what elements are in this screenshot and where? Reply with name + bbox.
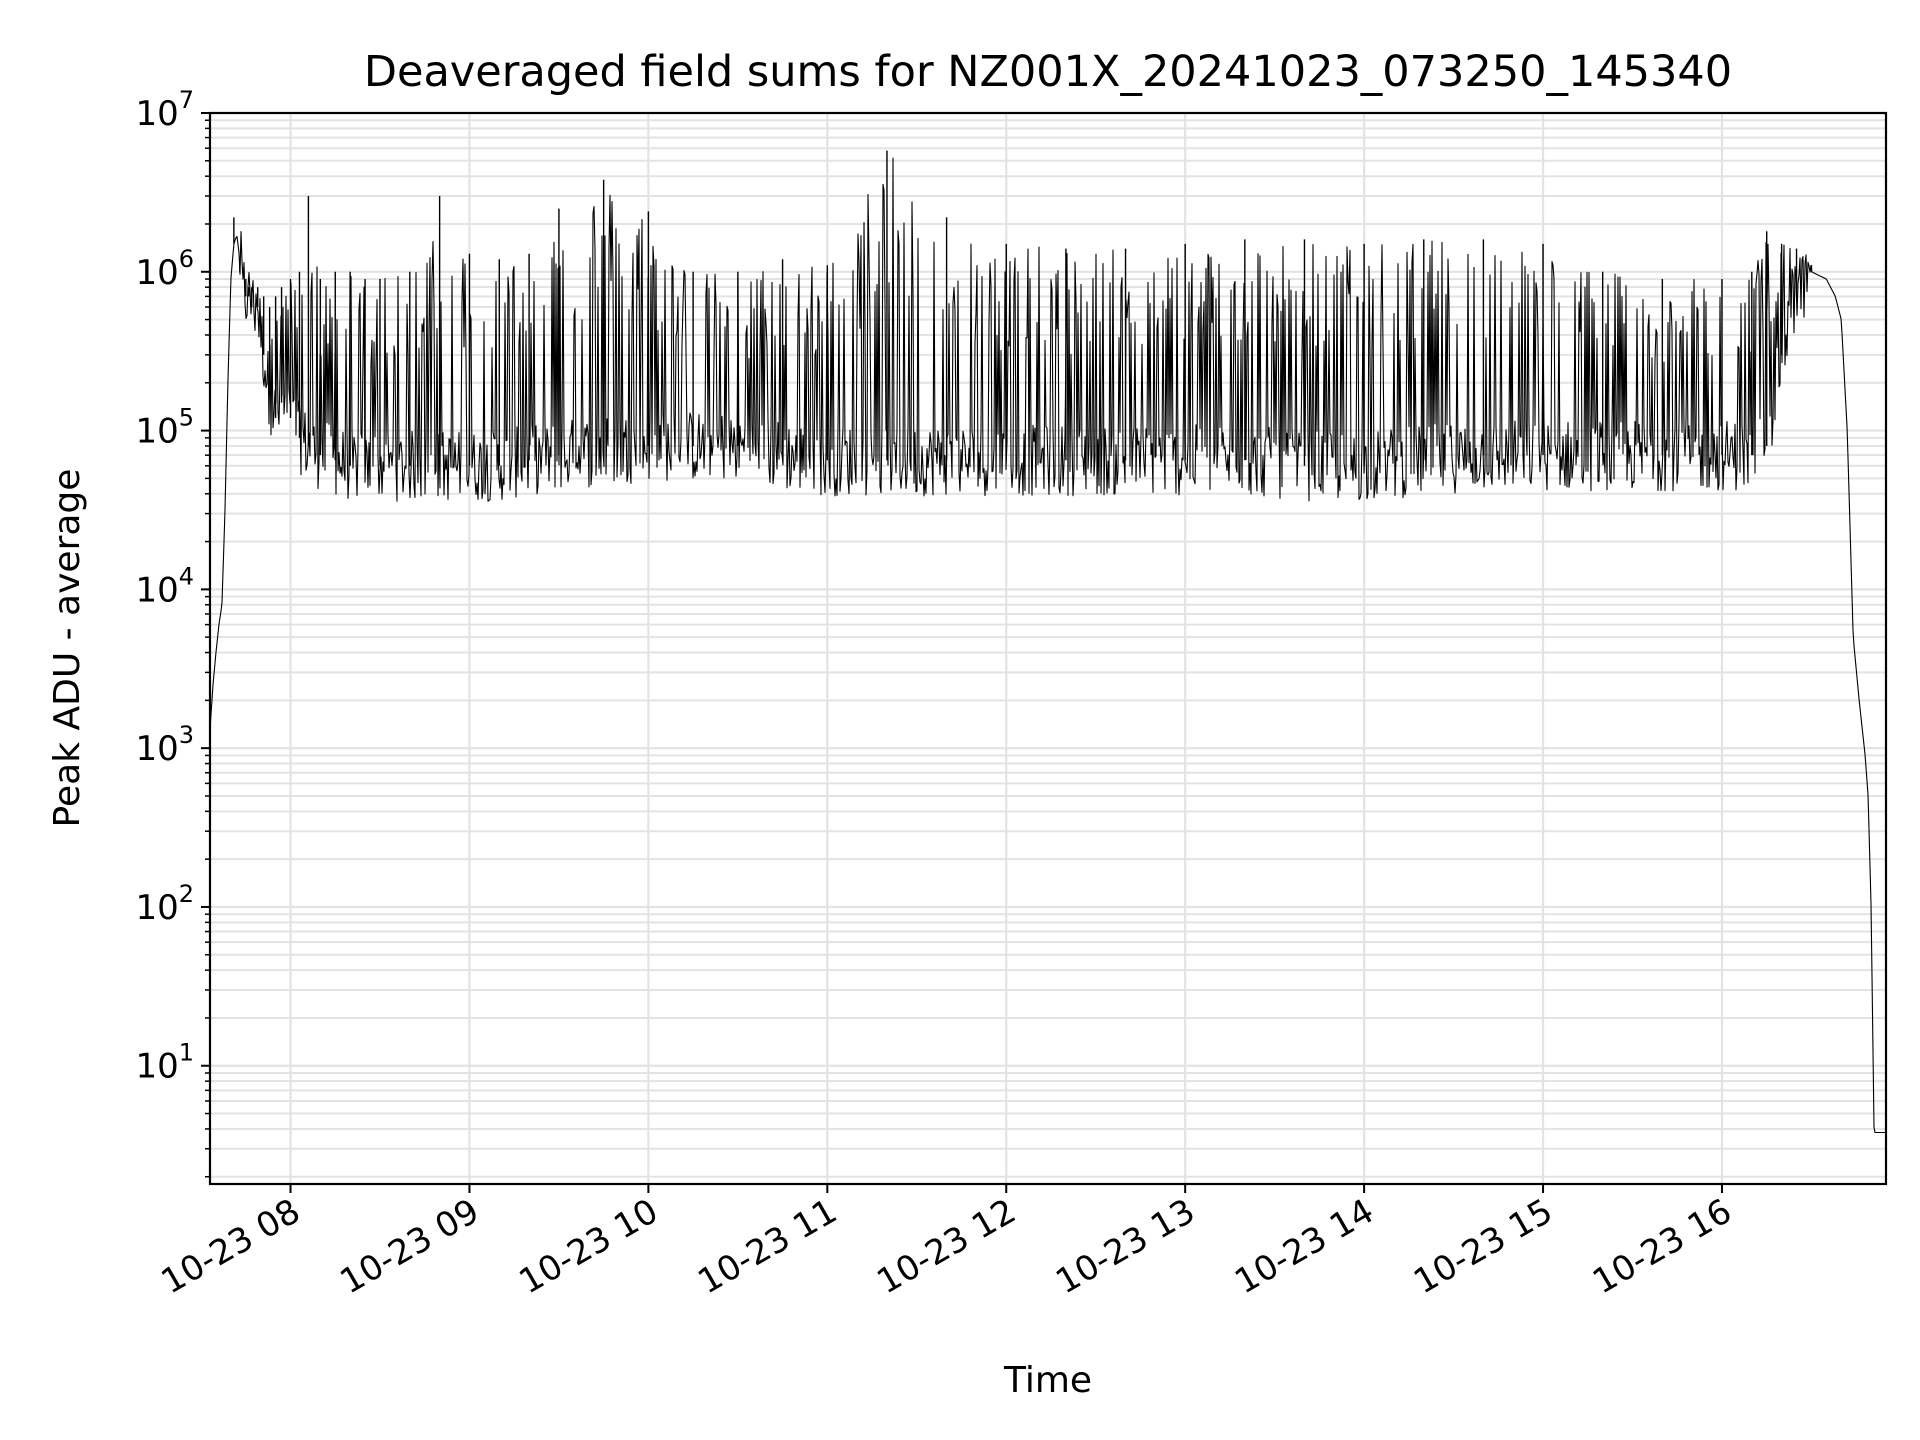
series-layer bbox=[209, 150, 1886, 1134]
x-axis-label: Time bbox=[1003, 1360, 1092, 1401]
y-tick-label: 107 bbox=[135, 86, 194, 134]
y-tick-label: 101 bbox=[135, 1039, 194, 1087]
y-tick-label: 103 bbox=[135, 721, 194, 769]
chart-title: Deaveraged field sums for NZ001X_2024102… bbox=[364, 47, 1732, 97]
x-tick-label: 10-23 15 bbox=[1407, 1191, 1559, 1302]
plot-frame bbox=[208, 111, 1888, 1186]
y-tick-label: 106 bbox=[135, 245, 194, 293]
x-tick-label: 10-23 09 bbox=[334, 1191, 486, 1302]
series-line bbox=[209, 157, 1886, 1134]
y-axis-label: Peak ADU - average bbox=[47, 469, 88, 828]
x-tick-label: 10-23 12 bbox=[870, 1191, 1022, 1302]
grid-layer bbox=[210, 111, 1886, 1184]
y-tick-label: 102 bbox=[135, 880, 194, 928]
y-tick-label: 104 bbox=[135, 562, 194, 610]
y-tick-label: 105 bbox=[135, 404, 194, 452]
x-tick-label: 10-23 14 bbox=[1228, 1191, 1380, 1302]
x-tick-label: 10-23 13 bbox=[1049, 1191, 1201, 1302]
x-tick-label: 10-23 08 bbox=[155, 1191, 307, 1302]
x-tick-label: 10-23 11 bbox=[691, 1191, 843, 1302]
x-tick-label: 10-23 16 bbox=[1586, 1191, 1738, 1302]
x-tick-label: 10-23 10 bbox=[512, 1191, 664, 1302]
